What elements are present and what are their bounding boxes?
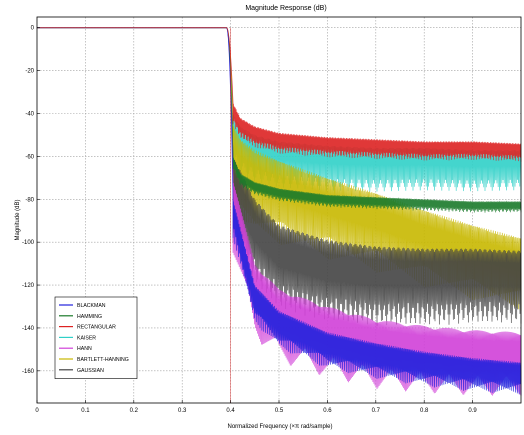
y-tick-label: -100 xyxy=(22,240,35,246)
series-line xyxy=(37,27,522,397)
legend-label: GAUSSIAN xyxy=(77,368,104,374)
axes-layer: 0 0.1 0.2 0.3 0.4 0.5 0.6 0.7 0.8 0.9 0 -20 -40 -60 -8… xyxy=(22,16,522,414)
legend-label: HANN xyxy=(77,346,92,352)
legend-label: KAISER xyxy=(77,335,96,341)
series-line xyxy=(37,27,522,162)
x-tick-label: 0.9 xyxy=(468,408,477,414)
y-tick-label: -20 xyxy=(25,69,34,75)
y-axis-label: Magnitude (dB) xyxy=(15,199,21,240)
legend-label: RECTANGULAR xyxy=(77,325,116,331)
x-tick-label: 0.4 xyxy=(226,408,235,414)
y-tick-label: -80 xyxy=(25,197,34,203)
series-layer xyxy=(37,27,522,403)
x-tick-label: 0.3 xyxy=(178,408,187,414)
y-tick-label: -160 xyxy=(22,369,35,375)
x-axis-label: Normalized Frequency (×π rad/sample) xyxy=(227,424,332,430)
x-tick-label: 0 xyxy=(35,408,39,414)
y-tick-label: 0 xyxy=(31,26,35,32)
plot-frame xyxy=(36,16,522,404)
y-tick-label: -120 xyxy=(22,283,35,289)
series-line xyxy=(37,27,522,396)
x-tick-label: 0.5 xyxy=(275,408,284,414)
x-tick-label: 0.1 xyxy=(81,408,90,414)
y-tick-label: -140 xyxy=(22,326,35,332)
legend-label: BARTLETT-HANNING xyxy=(77,357,129,363)
x-tick-label: 0.8 xyxy=(420,408,429,414)
legend-label: HAMMING xyxy=(77,314,102,320)
x-tick-label: 0.7 xyxy=(372,408,381,414)
x-tick-label: 0.6 xyxy=(323,408,332,414)
legend-label: BLACKMAN xyxy=(77,303,106,309)
series-line xyxy=(37,27,522,213)
x-tick-label: 0.2 xyxy=(130,408,139,414)
chart-title: Magnitude Response (dB) xyxy=(245,5,326,12)
y-tick-label: -40 xyxy=(25,112,34,118)
legend: BLACKMAN HAMMING RECTANGULAR KAISER HANN BART… xyxy=(54,296,138,379)
y-tick-label: -60 xyxy=(25,154,34,160)
series-line xyxy=(37,27,522,311)
